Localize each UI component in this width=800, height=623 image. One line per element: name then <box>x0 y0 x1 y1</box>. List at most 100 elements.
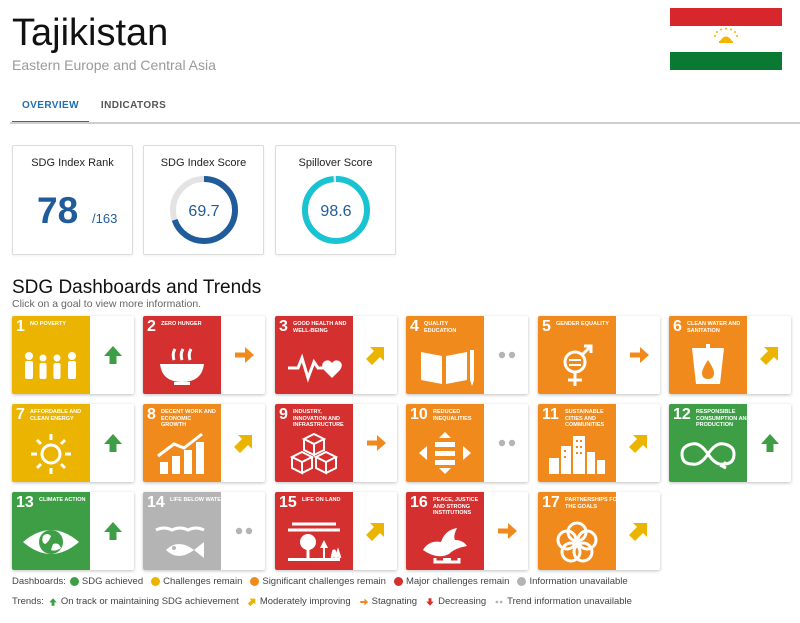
legend-text: Trend information unavailable <box>507 596 632 607</box>
fish-icon <box>155 526 205 558</box>
trend-arrow-up-icon <box>101 343 125 367</box>
status-dot-icon <box>69 577 79 586</box>
tab-overview[interactable]: OVERVIEW <box>12 96 89 123</box>
people-icon <box>25 352 76 379</box>
trend-arrow-diag-icon <box>232 431 256 455</box>
tab-divider <box>10 122 800 124</box>
sdg-index-score-card: SDG Index Score 69.7 <box>143 145 264 255</box>
goal-tile: 9 INDUSTRY, INNOVATION AND INFRASTRUCTUR… <box>275 404 353 482</box>
goal-label: LIFE ON LAND <box>302 497 341 503</box>
sdg-goal-5[interactable]: 5 GENDER EQUALITY <box>538 316 660 394</box>
trend-arrow-up-icon <box>101 431 125 455</box>
equality-icon <box>419 432 471 474</box>
goal-tile: 13 CLIMATE ACTION <box>12 492 90 570</box>
card-title: SDG Index Score <box>160 157 247 169</box>
goal-number: 5 <box>542 318 551 335</box>
goal-tile: 2 ZERO HUNGER <box>143 316 221 394</box>
sdg-index-rank-card: SDG Index Rank 78 /163 <box>12 145 133 255</box>
goal-number: 14 <box>147 494 165 511</box>
sdg-goal-10[interactable]: 10 REDUCED INEQUALITIES <box>406 404 528 482</box>
trend-arrow-diag-icon <box>364 519 388 543</box>
section-title: SDG Dashboards and Trends <box>12 277 262 298</box>
trend-arrow-right-icon <box>627 343 651 367</box>
sdg-goal-4[interactable]: 4 QUALITY EDUCATION <box>406 316 528 394</box>
goal-tile: 10 REDUCED INEQUALITIES <box>406 404 484 482</box>
dashboard-legend-item: Challenges remain <box>151 576 242 587</box>
goal-tile: 4 QUALITY EDUCATION <box>406 316 484 394</box>
trend-arrow-right-icon <box>232 343 256 367</box>
sdg-goal-7[interactable]: 7 AFFORDABLE AND CLEAN ENERGY <box>12 404 134 482</box>
goal-number: 8 <box>147 406 156 423</box>
sdg-goal-17[interactable]: 17 PARTNERSHIPS FOR THE GOALS <box>538 492 660 570</box>
tajikistan-flag-icon <box>670 8 782 70</box>
legend-text: On track or maintaining SDG achievement <box>60 596 239 607</box>
trend-arrow-up-icon <box>101 519 125 543</box>
sdg-goal-15[interactable]: 15 LIFE ON LAND <box>275 492 397 570</box>
water-icon <box>692 344 724 384</box>
goal-number: 13 <box>16 494 34 511</box>
sdg-goal-12[interactable]: 12 RESPONSIBLE CONSUMPTION AND PRODUCTIO… <box>669 404 791 482</box>
goal-label: NO POVERTY <box>30 321 67 327</box>
dashboard-legend-item: SDG achieved <box>69 576 144 587</box>
region-subtitle: Eastern Europe and Central Asia <box>12 57 216 73</box>
eye-globe-icon <box>23 530 79 554</box>
tab-indicators[interactable]: INDICATORS <box>100 100 167 111</box>
arrow-up-icon <box>48 597 58 607</box>
goal-number: 15 <box>279 494 297 511</box>
card-title: SDG Index Rank <box>31 157 114 169</box>
sdg-goal-3[interactable]: 3 GOOD HEALTH AND WELL-BEING <box>275 316 397 394</box>
dove-icon <box>423 528 467 564</box>
status-dot-icon <box>151 577 161 586</box>
sdg-goal-14[interactable]: 14 LIFE BELOW WATER <box>143 492 265 570</box>
dashboard-legend-item: Significant challenges remain <box>250 576 386 587</box>
goal-number: 11 <box>542 406 559 423</box>
growth-icon <box>157 432 204 474</box>
city-icon <box>549 436 605 474</box>
goal-label: SUSTAINABLE CITIES AND COMMUNITIES <box>565 409 605 428</box>
goal-label: INDUSTRY, INNOVATION AND INFRASTRUCTURE <box>293 409 344 428</box>
goal-number: 6 <box>673 318 682 335</box>
tree-icon <box>288 522 342 561</box>
sdg-goal-1[interactable]: 1 NO POVERTY <box>12 316 134 394</box>
legend-label: Dashboards: <box>12 576 66 587</box>
score-gauge: 69.7 <box>170 176 238 244</box>
trend-dots-icon <box>495 431 519 455</box>
sdg-goal-2[interactable]: 2 ZERO HUNGER <box>143 316 265 394</box>
spillover-gauge: 98.6 <box>302 176 370 244</box>
trend-arrow-up-icon <box>758 431 782 455</box>
trend-dots-icon <box>495 343 519 367</box>
dots-icon <box>494 597 504 607</box>
legend-text: Moderately improving <box>259 596 351 607</box>
dashboards-legend: Dashboards: SDG achieved Challenges remai… <box>12 576 636 587</box>
trend-legend-item: Trend information unavailable <box>494 596 632 607</box>
sdg-goal-6[interactable]: 6 CLEAN WATER AND SANITATION <box>669 316 791 394</box>
sdg-goal-13[interactable]: 13 CLIMATE ACTION <box>12 492 134 570</box>
trend-legend-item: Decreasing <box>425 596 486 607</box>
rank-total: /163 <box>92 211 118 226</box>
goal-label: CLIMATE ACTION <box>39 497 86 503</box>
score-gauge-arc <box>170 176 238 244</box>
goal-label: ZERO HUNGER <box>161 321 202 327</box>
goal-number: 7 <box>16 406 25 423</box>
trend-arrow-diag-icon <box>627 519 651 543</box>
goal-number: 1 <box>16 318 25 335</box>
section-subtitle: Click on a goal to view more information… <box>12 298 202 310</box>
goal-label: PEACE, JUSTICE AND STRONG INSTITUTIONS <box>433 497 479 516</box>
trend-legend-item: Moderately improving <box>247 596 351 607</box>
goal-tile: 16 PEACE, JUSTICE AND STRONG INSTITUTION… <box>406 492 484 570</box>
trend-arrow-right-icon <box>364 431 388 455</box>
goal-label: AFFORDABLE AND CLEAN ENERGY <box>30 409 82 422</box>
book-icon <box>421 350 474 386</box>
infinity-icon <box>680 442 736 470</box>
sdg-goal-11[interactable]: 11 SUSTAINABLE CITIES AND COMMUNITIES <box>538 404 660 482</box>
arrow-diagonal-icon <box>247 597 257 607</box>
legend-text: SDG achieved <box>81 576 144 587</box>
sdg-goal-9[interactable]: 9 INDUSTRY, INNOVATION AND INFRASTRUCTUR… <box>275 404 397 482</box>
sdg-goal-8[interactable]: 8 DECENT WORK AND ECONOMIC GROWTH <box>143 404 265 482</box>
goal-tile: 17 PARTNERSHIPS FOR THE GOALS <box>538 492 621 570</box>
goal-number: 16 <box>410 494 428 511</box>
legend-label: Trends: <box>12 596 44 607</box>
sdg-goal-16[interactable]: 16 PEACE, JUSTICE AND STRONG INSTITUTION… <box>406 492 528 570</box>
dashboard-legend-item: Major challenges remain <box>393 576 509 587</box>
trend-arrow-diag-icon <box>627 431 651 455</box>
